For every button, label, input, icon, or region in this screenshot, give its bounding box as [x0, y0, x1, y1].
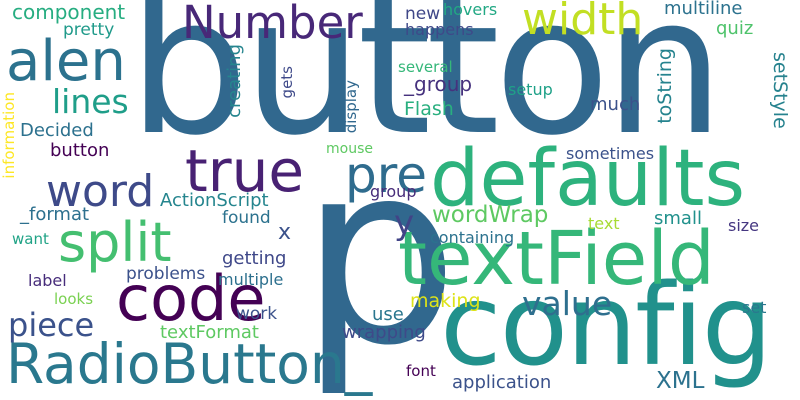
word-information: information — [0, 92, 18, 179]
word-sometimes: sometimes — [566, 144, 655, 163]
word-display: display — [342, 80, 360, 134]
word-component: component — [12, 0, 126, 24]
word-happens: happens — [405, 20, 474, 39]
word-size: size — [728, 216, 760, 235]
word-pretty: pretty — [63, 20, 115, 40]
word-true: true — [185, 137, 305, 205]
word-format: _format — [20, 204, 90, 225]
word-new: new — [405, 4, 441, 24]
word-code: code — [116, 262, 266, 335]
word-setup: setup — [508, 80, 553, 99]
word-config: config — [440, 261, 773, 391]
word-label: label — [28, 271, 67, 290]
word-xml: XML — [656, 368, 705, 394]
word-value: value — [522, 284, 613, 323]
word-radiobutton: RadioButton_ — [6, 332, 373, 396]
word-setstyle: setStyle — [769, 52, 791, 129]
word-button: button — [128, 0, 725, 177]
word-application: application — [452, 372, 552, 393]
word-button-small: button — [50, 140, 110, 161]
word-multiline: multiline — [664, 0, 743, 19]
word-creating: creating — [224, 44, 245, 118]
word-width: width — [522, 0, 644, 45]
word-multiple: multiple — [218, 270, 284, 289]
word-gets: gets — [278, 66, 296, 99]
word-small: small — [654, 208, 702, 229]
word-number: Number — [182, 0, 363, 49]
word-hovers: hovers — [443, 0, 498, 19]
word-font: font — [406, 362, 436, 380]
word-x: x — [278, 220, 292, 245]
word-split: split — [58, 211, 172, 274]
word-containing: containing — [430, 228, 515, 247]
word-set: set — [742, 298, 767, 317]
word-wrapping: wrapping — [342, 322, 426, 343]
word-defaults: defaults — [430, 134, 746, 224]
word-tostring: toString — [654, 48, 676, 124]
word-problems: problems — [126, 264, 206, 284]
word-looks: looks — [54, 290, 94, 308]
word-decided: Decided — [20, 120, 94, 141]
word-lines: lines — [52, 82, 129, 121]
word-group: group — [370, 182, 417, 201]
word-textField: textField — [398, 216, 715, 302]
word-quiz: quiz — [716, 18, 754, 39]
word-want: want — [12, 230, 49, 248]
word-wordwrap: wordWrap — [432, 202, 549, 228]
word-actionscript: ActionScript — [160, 190, 269, 211]
word-group-underscore: _group — [404, 72, 473, 96]
word-y: y — [394, 203, 415, 243]
word-much: much — [590, 94, 641, 115]
word-getting: getting — [222, 248, 287, 269]
word-use: use — [372, 304, 404, 325]
word-mouse: mouse — [326, 141, 373, 157]
word-several: several — [398, 58, 453, 76]
word-textformat: textFormat — [160, 322, 259, 343]
word-making: making — [410, 290, 481, 312]
word-flash: Flash — [404, 98, 454, 120]
word-work: work — [236, 304, 278, 324]
word-text: text — [588, 214, 620, 233]
word-pre: pre — [345, 146, 427, 204]
word-p: p — [300, 109, 459, 400]
word-found: found — [222, 208, 271, 228]
word-word: word — [46, 166, 155, 217]
word-piece: piece — [8, 306, 95, 344]
word-alen: alen — [6, 29, 126, 94]
